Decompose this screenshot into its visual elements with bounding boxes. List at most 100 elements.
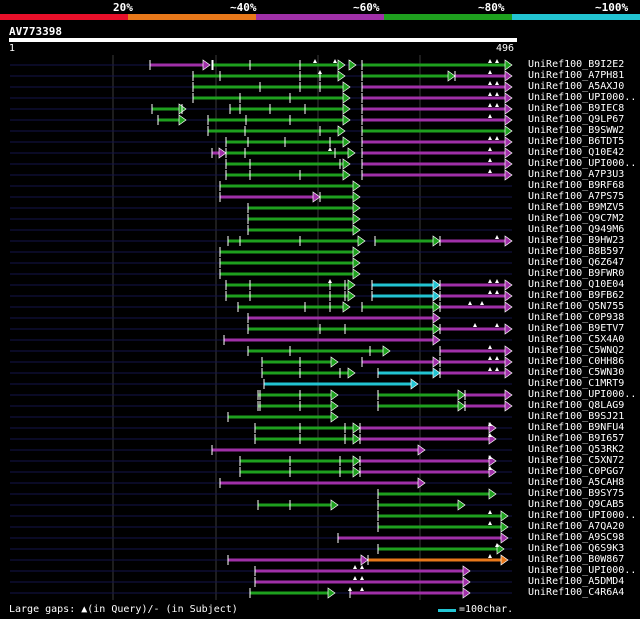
hsp-arrow bbox=[337, 125, 346, 137]
hit-link[interactable]: UniRef100_Q8LAG9 bbox=[528, 400, 625, 411]
hsp-arrow bbox=[417, 477, 426, 489]
hit-link[interactable]: UniRef100_C5WN30 bbox=[528, 367, 625, 378]
hit-link[interactable]: UniRef100_Q6S9K3 bbox=[528, 543, 625, 554]
hit-link[interactable]: UniRef100_Q10E42 bbox=[528, 147, 625, 158]
query-title: AV773398 bbox=[9, 25, 62, 38]
hsp-arrow bbox=[342, 301, 351, 313]
hit-link[interactable]: UniRef100_B9FB62 bbox=[528, 290, 625, 301]
query-gap-marker bbox=[488, 554, 492, 558]
hsp-arrow bbox=[342, 169, 351, 181]
query-gap-marker bbox=[488, 114, 492, 118]
hsp-arrow bbox=[330, 400, 339, 412]
hsp-arrow bbox=[347, 367, 356, 379]
hit-link[interactable]: UniRef100_UPI000.. bbox=[528, 510, 637, 521]
alignment-row bbox=[10, 411, 512, 423]
hsp-arrow bbox=[342, 81, 351, 93]
hsp-arrow bbox=[488, 488, 497, 500]
hit-link[interactable]: UniRef100_B9NFU4 bbox=[528, 422, 625, 433]
hsp-arrow bbox=[504, 147, 513, 159]
hit-link[interactable]: UniRef100_B9MZV5 bbox=[528, 202, 625, 213]
hit-link[interactable]: UniRef100_Q5N755 bbox=[528, 301, 625, 312]
alignment-row bbox=[10, 147, 513, 159]
legend-segment-label: ~80% bbox=[478, 1, 505, 14]
hsp-arrow bbox=[352, 257, 361, 269]
hit-link[interactable]: UniRef100_UPI000.. bbox=[528, 565, 637, 576]
alignment-row bbox=[10, 323, 513, 335]
hit-link[interactable]: UniRef100_C5WNQ2 bbox=[528, 345, 625, 356]
alignment-row bbox=[10, 499, 512, 511]
hit-link[interactable]: UniRef100_B9RF68 bbox=[528, 180, 625, 191]
query-gap-marker bbox=[495, 279, 499, 283]
hit-link[interactable]: UniRef100_UPI000.. bbox=[528, 92, 637, 103]
hit-link[interactable]: UniRef100_Q949M6 bbox=[528, 224, 625, 235]
hit-link[interactable]: UniRef100_B9IEC8 bbox=[528, 103, 625, 114]
query-gap-marker bbox=[328, 147, 332, 151]
alignment-row bbox=[10, 235, 513, 247]
hsp-arrow bbox=[500, 521, 509, 533]
alignment-row bbox=[10, 213, 512, 225]
hit-link[interactable]: UniRef100_Q9C7M2 bbox=[528, 213, 625, 224]
legend-segment bbox=[384, 14, 512, 20]
legend-segment bbox=[128, 14, 256, 20]
hsp-arrow bbox=[457, 400, 466, 412]
alignment-row bbox=[10, 114, 513, 126]
hsp-arrow bbox=[202, 59, 211, 71]
hit-link[interactable]: UniRef100_A5CAH8 bbox=[528, 477, 625, 488]
hit-link[interactable]: UniRef100_C0PGG7 bbox=[528, 466, 625, 477]
hit-link[interactable]: UniRef100_B0W867 bbox=[528, 554, 625, 565]
hsp-arrow bbox=[342, 103, 351, 115]
alignment-plot bbox=[10, 55, 513, 600]
query-gap-marker bbox=[488, 169, 492, 173]
hit-link[interactable]: UniRef100_Q6Z647 bbox=[528, 257, 625, 268]
hit-link[interactable]: UniRef100_B9I657 bbox=[528, 433, 625, 444]
hsp-arrow bbox=[330, 411, 339, 423]
hsp-arrow bbox=[382, 345, 391, 357]
hit-link[interactable]: UniRef100_Q53RK2 bbox=[528, 444, 625, 455]
hit-link[interactable]: UniRef100_A7PS75 bbox=[528, 191, 625, 202]
query-gap-marker bbox=[488, 59, 492, 63]
hit-link[interactable]: UniRef100_B9I2E2 bbox=[528, 59, 625, 70]
hit-link[interactable]: UniRef100_Q9LP67 bbox=[528, 114, 625, 125]
query-gap-marker bbox=[488, 92, 492, 96]
hit-link[interactable]: UniRef100_A7QA20 bbox=[528, 521, 625, 532]
hit-link[interactable]: UniRef100_B9SWW2 bbox=[528, 125, 625, 136]
query-gap-marker bbox=[488, 279, 492, 283]
hit-link[interactable]: UniRef100_Q10E04 bbox=[528, 279, 625, 290]
hit-link[interactable]: UniRef100_C5X4A0 bbox=[528, 334, 625, 345]
hsp-arrow bbox=[457, 389, 466, 401]
hit-link[interactable]: UniRef100_UPI000.. bbox=[528, 158, 637, 169]
alignment-row bbox=[10, 587, 512, 599]
hit-link[interactable]: UniRef100_C4R6A4 bbox=[528, 587, 625, 598]
hsp-arrow bbox=[352, 213, 361, 225]
hit-link[interactable]: UniRef100_Q9CAB5 bbox=[528, 499, 625, 510]
hit-link[interactable]: UniRef100_A7P3U3 bbox=[528, 169, 625, 180]
alignment-row bbox=[10, 290, 513, 302]
query-gap-marker bbox=[495, 59, 499, 63]
hsp-arrow bbox=[504, 356, 513, 368]
hit-link[interactable]: UniRef100_C5XN72 bbox=[528, 455, 625, 466]
hsp-arrow bbox=[504, 367, 513, 379]
query-gap-marker bbox=[333, 59, 337, 63]
query-gap-marker bbox=[495, 367, 499, 371]
hit-link[interactable]: UniRef100_B8B597 bbox=[528, 246, 625, 257]
hit-link[interactable]: UniRef100_A7PH81 bbox=[528, 70, 625, 81]
query-gap-marker bbox=[495, 543, 499, 547]
hit-link[interactable]: UniRef100_C0HH86 bbox=[528, 356, 625, 367]
hsp-arrow bbox=[337, 59, 346, 71]
hit-link[interactable]: UniRef100_B6TDT5 bbox=[528, 136, 625, 147]
hit-link[interactable]: UniRef100_B9SY75 bbox=[528, 488, 625, 499]
hit-link[interactable]: UniRef100_B9ETV7 bbox=[528, 323, 625, 334]
scale-legend: =100char. bbox=[459, 604, 514, 615]
hsp-arrow bbox=[500, 510, 509, 522]
hit-link[interactable]: UniRef100_B9SJ21 bbox=[528, 411, 625, 422]
hit-link[interactable]: UniRef100_C0P938 bbox=[528, 312, 625, 323]
query-gap-marker bbox=[495, 323, 499, 327]
hit-link[interactable]: UniRef100_B9FWR0 bbox=[528, 268, 625, 279]
hit-link[interactable]: UniRef100_A5AXJ0 bbox=[528, 81, 625, 92]
hit-link[interactable]: UniRef100_C1MRT9 bbox=[528, 378, 625, 389]
hit-link[interactable]: UniRef100_UPI000.. bbox=[528, 389, 637, 400]
hit-link[interactable]: UniRef100_B9HW23 bbox=[528, 235, 625, 246]
hsp-arrow bbox=[500, 532, 509, 544]
hit-link[interactable]: UniRef100_A9SC98 bbox=[528, 532, 625, 543]
hit-link[interactable]: UniRef100_A5DMD4 bbox=[528, 576, 625, 587]
